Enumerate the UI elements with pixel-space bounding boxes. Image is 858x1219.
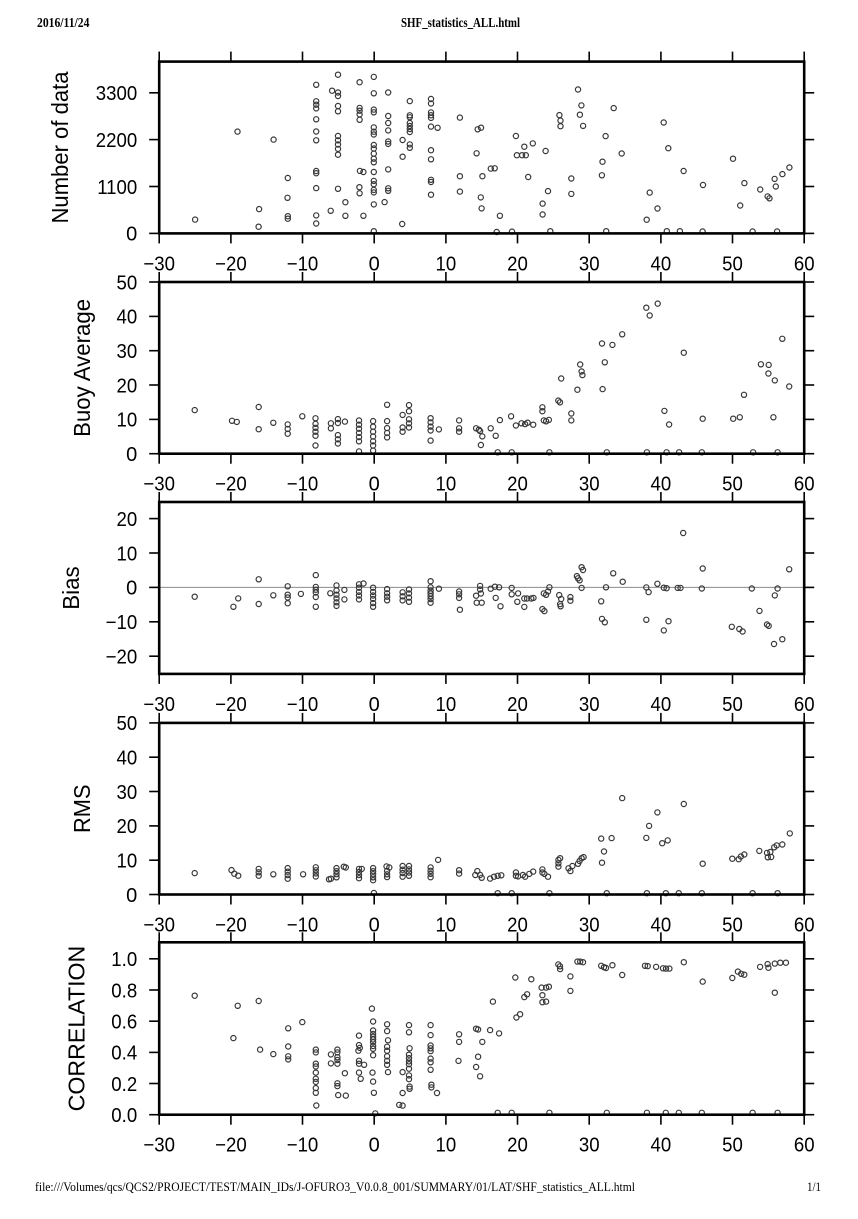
- svg-text:30: 30: [579, 474, 600, 496]
- svg-text:−10: −10: [287, 474, 319, 496]
- svg-text:−20: −20: [215, 915, 247, 937]
- svg-text:40: 40: [651, 474, 672, 496]
- svg-text:0: 0: [126, 885, 137, 907]
- svg-text:20: 20: [117, 375, 138, 397]
- svg-text:0: 0: [126, 444, 137, 466]
- svg-text:2200: 2200: [96, 130, 137, 152]
- svg-text:30: 30: [579, 915, 600, 937]
- svg-text:0.8: 0.8: [111, 980, 137, 1002]
- svg-text:−30: −30: [143, 694, 175, 716]
- svg-text:30: 30: [117, 341, 138, 363]
- svg-text:0: 0: [369, 915, 380, 937]
- svg-text:30: 30: [579, 694, 600, 716]
- svg-text:1100: 1100: [97, 177, 137, 199]
- svg-text:−10: −10: [287, 915, 319, 937]
- svg-text:60: 60: [794, 474, 815, 496]
- svg-text:Number of data: Number of data: [47, 71, 73, 223]
- svg-text:0: 0: [126, 224, 137, 246]
- svg-text:10: 10: [436, 694, 457, 716]
- svg-text:50: 50: [722, 915, 743, 937]
- svg-text:RMS: RMS: [69, 784, 95, 833]
- svg-text:40: 40: [117, 307, 138, 329]
- svg-text:−20: −20: [215, 253, 247, 275]
- svg-text:−30: −30: [143, 253, 175, 275]
- svg-text:50: 50: [722, 1135, 743, 1157]
- svg-text:−20: −20: [215, 474, 247, 496]
- svg-text:50: 50: [117, 713, 138, 735]
- svg-text:40: 40: [651, 253, 672, 275]
- svg-text:20: 20: [507, 253, 528, 275]
- svg-text:2016/11/24: 2016/11/24: [37, 16, 89, 31]
- svg-text:20: 20: [117, 509, 138, 531]
- svg-text:10: 10: [117, 410, 138, 432]
- svg-text:−10: −10: [287, 253, 319, 275]
- svg-text:0.6: 0.6: [111, 1012, 137, 1034]
- svg-text:−30: −30: [143, 1135, 175, 1157]
- svg-text:0: 0: [126, 578, 137, 600]
- svg-text:10: 10: [436, 915, 457, 937]
- svg-text:−10: −10: [287, 694, 319, 716]
- svg-text:−30: −30: [143, 474, 175, 496]
- svg-text:0: 0: [369, 253, 380, 275]
- svg-text:10: 10: [117, 543, 138, 565]
- svg-text:40: 40: [651, 1135, 672, 1157]
- svg-text:−20: −20: [106, 647, 138, 669]
- svg-text:0: 0: [369, 1135, 380, 1157]
- svg-text:3300: 3300: [96, 83, 137, 105]
- svg-text:20: 20: [507, 1135, 528, 1157]
- svg-text:40: 40: [117, 748, 138, 770]
- svg-text:CORRELATION: CORRELATION: [64, 946, 90, 1112]
- svg-text:50: 50: [117, 272, 138, 294]
- svg-text:60: 60: [794, 1135, 815, 1157]
- svg-text:20: 20: [507, 474, 528, 496]
- svg-text:0: 0: [369, 694, 380, 716]
- svg-text:40: 40: [651, 915, 672, 937]
- svg-text:60: 60: [794, 253, 815, 275]
- svg-text:50: 50: [722, 253, 743, 275]
- svg-text:−20: −20: [215, 1135, 247, 1157]
- svg-text:Bias: Bias: [58, 566, 84, 609]
- svg-text:40: 40: [651, 694, 672, 716]
- svg-text:0.0: 0.0: [111, 1105, 137, 1127]
- svg-text:50: 50: [722, 474, 743, 496]
- svg-text:file:///Volumes/qcs/QCS2/PROJE: file:///Volumes/qcs/QCS2/PROJECT/TEST/MA…: [35, 1179, 635, 1194]
- svg-text:50: 50: [722, 694, 743, 716]
- svg-text:10: 10: [436, 474, 457, 496]
- svg-text:20: 20: [507, 694, 528, 716]
- svg-text:20: 20: [117, 816, 138, 838]
- svg-text:0: 0: [369, 474, 380, 496]
- svg-text:30: 30: [117, 782, 138, 804]
- svg-text:60: 60: [794, 915, 815, 937]
- svg-text:10: 10: [436, 253, 457, 275]
- svg-text:−30: −30: [143, 915, 175, 937]
- svg-text:30: 30: [579, 253, 600, 275]
- svg-text:1/1: 1/1: [807, 1179, 821, 1194]
- svg-text:30: 30: [579, 1135, 600, 1157]
- svg-text:0.4: 0.4: [111, 1043, 137, 1065]
- svg-text:−10: −10: [106, 612, 138, 634]
- svg-text:60: 60: [794, 694, 815, 716]
- svg-text:20: 20: [507, 915, 528, 937]
- svg-text:−20: −20: [215, 694, 247, 716]
- svg-text:10: 10: [117, 851, 138, 873]
- svg-text:Buoy Average: Buoy Average: [69, 299, 95, 437]
- svg-text:0.2: 0.2: [111, 1074, 137, 1096]
- svg-text:10: 10: [436, 1135, 457, 1157]
- svg-text:−10: −10: [287, 1135, 319, 1157]
- svg-text:SHF_statistics_ALL.html: SHF_statistics_ALL.html: [401, 16, 520, 31]
- svg-text:1.0: 1.0: [111, 949, 137, 971]
